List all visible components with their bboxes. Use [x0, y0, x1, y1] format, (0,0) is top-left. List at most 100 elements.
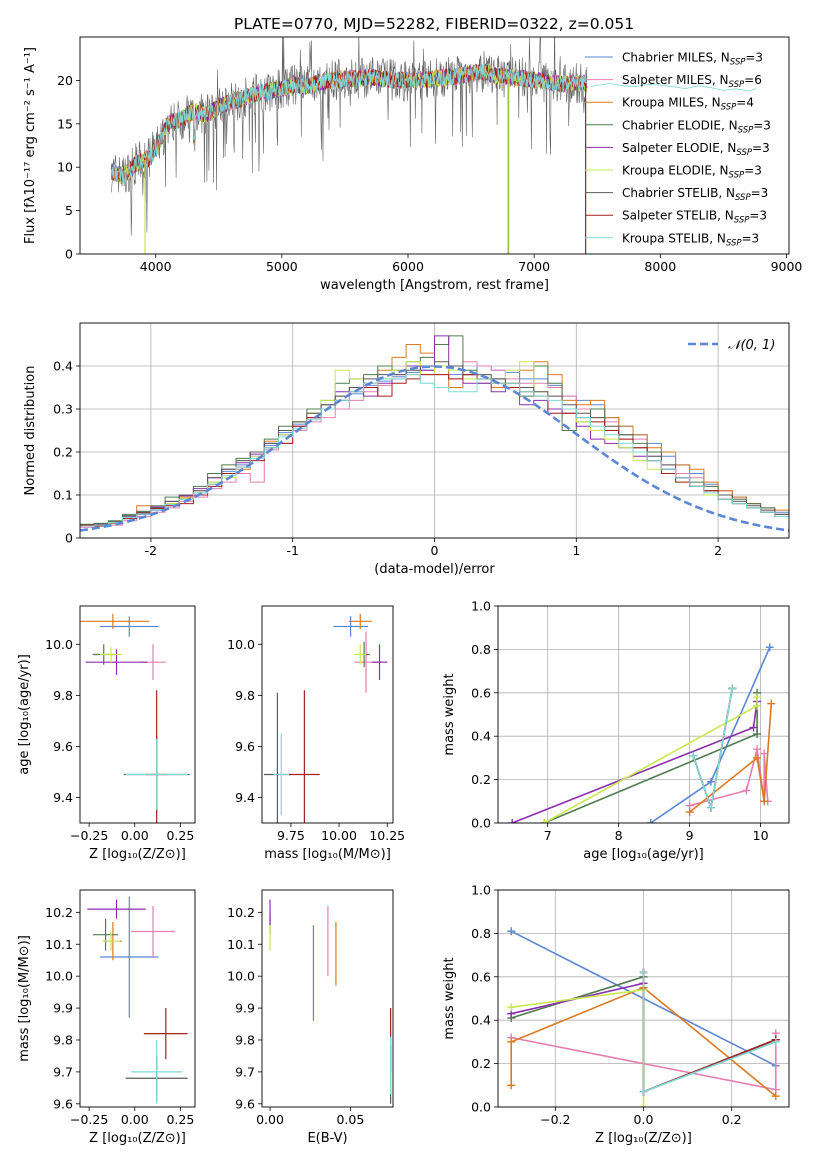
y-tick-label: 9.6 — [235, 739, 255, 754]
massweight-vs-age-panel: 7 8 9 10 0.0 0.2 0.4 0.6 0.8 1.0 age [log₁₀(age/yr… — [442, 599, 790, 862]
weight-marker — [753, 701, 762, 710]
axes-frame — [497, 889, 790, 1108]
error-bar-point — [348, 613, 372, 629]
plot-area — [508, 643, 776, 823]
weight-marker — [742, 786, 751, 795]
y-tick-label: 0.8 — [471, 642, 491, 657]
plot-area — [269, 899, 392, 1104]
plot-area — [87, 896, 188, 1104]
legend-subscript: SSP — [736, 148, 752, 158]
normal-curve — [80, 365, 789, 532]
weight-line — [689, 703, 773, 813]
legend-entry: Kroupa ELODIE, NSSP=3 — [622, 164, 762, 181]
y-axis-label: mass weight — [442, 673, 457, 755]
legend-suffix: =3 — [742, 231, 760, 245]
legend-suffix: =3 — [752, 141, 770, 155]
x-axis-label: E(B-V) — [307, 1131, 347, 1146]
y-axis-label: Flux [fλ10⁻¹⁷ erg cm⁻² s⁻¹ A⁻¹] — [23, 47, 38, 244]
error-bar-point — [100, 896, 159, 1018]
weight-marker — [507, 927, 516, 936]
legend-entry: Chabrier STELIB, NSSP=3 — [622, 186, 768, 203]
y-tick-label: 1.0 — [471, 599, 491, 614]
weight-marker — [507, 1003, 516, 1012]
error-bar-point — [101, 931, 121, 951]
figure-title: PLATE=0770, MJD=52282, FIBERID=0322, z=0… — [234, 15, 634, 33]
y-tick-label: 0.3 — [53, 402, 73, 417]
plot-area — [111, 37, 757, 254]
weight-line — [511, 988, 645, 1107]
legend-suffix: =3 — [744, 164, 762, 178]
x-tick-label: 8 — [615, 828, 623, 843]
weight-marker — [767, 699, 776, 708]
weight-marker — [685, 808, 694, 817]
x-tick-label: 0.00 — [121, 1112, 149, 1127]
weight-line — [543, 692, 758, 823]
axes-frame — [79, 36, 790, 255]
y-tick-label: 0.6 — [471, 685, 491, 700]
weight-marker — [639, 1103, 648, 1107]
plot-area — [263, 613, 388, 823]
y-tick-label: 0.4 — [53, 359, 73, 374]
error-bar-point — [143, 1008, 188, 1060]
y-tick-label: 20 — [57, 73, 73, 88]
y-tick-label: 9.8 — [235, 688, 255, 703]
x-tick-label: -1 — [286, 543, 298, 558]
legend-entry: Salpeter MILES, NSSP=6 — [622, 73, 762, 90]
x-tick-label: 8000 — [644, 259, 676, 274]
weight-marker — [706, 803, 715, 812]
y-tick-label: 9.6 — [53, 739, 73, 754]
mass-vs-metallicity-panel: −0.25 0.00 0.25 9.6 9.7 9.8 9.9 10.0 10.1 10.2 Z [… — [17, 889, 196, 1146]
weight-marker — [753, 693, 762, 702]
y-tick-label: 0.2 — [471, 1056, 491, 1071]
weight-marker — [749, 723, 758, 732]
spectrum-panel: 4000 5000 6000 7000 8000 9000 0 5 10 15 20 waveleng… — [23, 36, 802, 293]
weight-marker — [540, 819, 549, 823]
y-tick-label: 9.4 — [235, 790, 255, 805]
x-tick-label: -2 — [145, 543, 157, 558]
weight-marker — [639, 1087, 648, 1096]
y-tick-label: 0.4 — [471, 729, 491, 744]
legend-entry: Kroupa STELIB, NSSP=3 — [622, 231, 759, 248]
weight-marker — [771, 1037, 780, 1046]
y-tick-label: 10.0 — [227, 969, 255, 984]
legend-subscript: SSP — [735, 193, 751, 203]
axes-frame — [497, 605, 790, 824]
weight-marker — [765, 643, 774, 652]
x-tick-label: 0.2 — [722, 1112, 742, 1127]
error-bar-point — [288, 690, 320, 823]
legend-suffix: =3 — [745, 51, 763, 65]
y-tick-label: 0.0 — [471, 1100, 491, 1115]
error-bar-point — [100, 646, 122, 663]
axes-frame — [261, 889, 394, 1108]
weight-line — [650, 646, 771, 823]
y-tick-label: 0.1 — [53, 488, 73, 503]
age-vs-mass-panel: 9.75 10.00 10.25 9.4 9.6 9.8 10.0 mass [log₁₀(M… — [227, 605, 405, 862]
error-bar-point — [80, 613, 150, 629]
weight-line — [510, 986, 777, 1097]
y-tick-label: 10.1 — [227, 937, 255, 952]
y-axis-label: Normed distribution — [23, 366, 38, 496]
plot-area — [80, 335, 789, 538]
x-axis-label: age [log₁₀(age/yr)] — [583, 847, 704, 862]
y-tick-label: 9.8 — [53, 688, 73, 703]
error-bar-point — [333, 616, 368, 637]
y-tick-label: 0.4 — [471, 1013, 491, 1028]
weight-marker — [689, 751, 698, 760]
residual-histogram-panel: -2 -1 0 1 2 0 0.1 0.2 0.3 0.4 (data-model)/error No… — [23, 322, 790, 577]
y-axis-label: age [log₁₀(age/yr)] — [17, 654, 32, 775]
x-tick-label: −0.25 — [70, 828, 108, 843]
axes-frame — [79, 889, 196, 1108]
error-bar-point — [100, 616, 159, 637]
x-tick-label: −0.2 — [540, 1112, 570, 1127]
y-tick-label: 0.2 — [53, 445, 73, 460]
x-tick-label: 1 — [572, 543, 580, 558]
y-tick-label: 10.2 — [45, 905, 73, 920]
x-tick-label: 6000 — [392, 259, 424, 274]
y-axis-label: mass weight — [442, 957, 457, 1039]
x-axis-label: Z [log₁₀(Z/Z⊙)] — [89, 847, 186, 862]
weight-line — [511, 701, 758, 823]
legend-suffix: =4 — [736, 96, 754, 110]
x-tick-label: −0.25 — [70, 1112, 108, 1127]
y-tick-label: 0.8 — [471, 926, 491, 941]
